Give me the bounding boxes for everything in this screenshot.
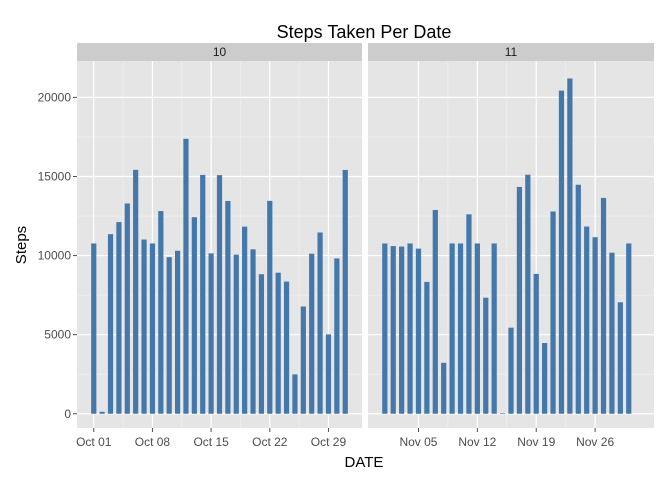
bar [342, 169, 348, 414]
bar [317, 232, 323, 414]
x-tick-label: Oct 08 [135, 435, 171, 449]
bar [424, 281, 430, 414]
bar [592, 237, 598, 414]
bar [533, 273, 539, 414]
facet-panel-10: 10 Oct 01 Oct 08 Oct 15 Oct 22 Oct 29 [76, 43, 362, 449]
bar [334, 258, 340, 414]
bar [166, 257, 172, 414]
bar [116, 222, 122, 414]
bar [466, 214, 472, 414]
x-tick-label: Oct 29 [311, 435, 347, 449]
bar [267, 200, 273, 414]
chart-title: Steps Taken Per Date [277, 22, 452, 42]
bar [558, 90, 565, 414]
bar [441, 362, 447, 414]
bar [292, 374, 298, 414]
x-tick-label: Oct 22 [252, 435, 288, 449]
facet-panel-11: 11 Nov 05 Nov 12 Nov 19 Nov 26 [368, 43, 654, 449]
bar [275, 272, 281, 414]
bars [91, 138, 348, 414]
x-tick-label: Oct 01 [76, 435, 112, 449]
bar [584, 226, 590, 414]
bar [174, 250, 181, 414]
x-axis-label: DATE [345, 454, 384, 471]
bar [575, 184, 581, 414]
bars [382, 78, 632, 414]
y-tick-label: 15000 [38, 169, 72, 183]
bar [617, 302, 623, 414]
bar [508, 327, 514, 414]
bar [491, 243, 497, 414]
bar [233, 254, 239, 414]
bar [242, 226, 248, 414]
bar [225, 200, 231, 414]
bar [407, 243, 413, 414]
x-tick-label: Oct 15 [193, 435, 229, 449]
x-axis-ticks: Oct 01 Oct 08 Oct 15 Oct 22 Oct 29 [76, 428, 346, 449]
bar [250, 249, 256, 414]
y-tick-label: 20000 [38, 90, 72, 104]
bar [107, 234, 114, 414]
y-axis-ticks: 0 5000 10000 15000 20000 [38, 90, 77, 421]
x-tick-label: Nov 26 [576, 435, 614, 449]
x-axis-ticks: Nov 05 Nov 12 Nov 19 Nov 26 [399, 428, 614, 449]
bar [457, 243, 464, 414]
bar [99, 411, 105, 414]
bar [141, 239, 147, 414]
facet-strip [77, 43, 362, 61]
bar [283, 281, 290, 414]
y-tick-label: 5000 [44, 328, 71, 342]
bar [124, 203, 130, 414]
bar [449, 243, 455, 414]
facet-strip-label: 10 [213, 45, 227, 59]
bar [200, 174, 206, 414]
bar [300, 306, 306, 414]
bar [216, 175, 223, 414]
bar [432, 209, 438, 414]
x-tick-label: Nov 05 [399, 435, 437, 449]
bar [567, 78, 573, 414]
y-tick-label: 0 [64, 407, 71, 421]
facet-strip-label: 11 [505, 45, 518, 59]
bar [550, 211, 556, 414]
x-tick-label: Nov 12 [458, 435, 496, 449]
bar [399, 246, 405, 414]
bar [183, 138, 189, 414]
bar [483, 297, 489, 414]
bar [91, 243, 97, 414]
bar [258, 274, 265, 414]
x-tick-label: Nov 19 [517, 435, 555, 449]
bar [626, 243, 632, 414]
bar [542, 343, 548, 414]
bar [499, 413, 506, 414]
y-tick-label: 10000 [38, 249, 72, 263]
bar [158, 211, 164, 414]
bar [191, 217, 197, 414]
bar [600, 197, 607, 414]
bar [208, 253, 214, 414]
bar [309, 253, 315, 414]
bar [415, 248, 422, 414]
bar [382, 243, 388, 414]
y-axis-label: Steps [13, 226, 30, 264]
bar [133, 169, 139, 414]
bar [474, 243, 480, 414]
bar [325, 334, 332, 414]
bar [390, 246, 396, 414]
bar [609, 252, 615, 414]
bar [516, 186, 523, 414]
facet-strip [368, 43, 654, 61]
bar [149, 243, 156, 414]
facet-panels: 10 Oct 01 Oct 08 Oct 15 Oct 22 Oct 29 11 Nov 05… [76, 43, 654, 449]
bar [525, 174, 531, 414]
